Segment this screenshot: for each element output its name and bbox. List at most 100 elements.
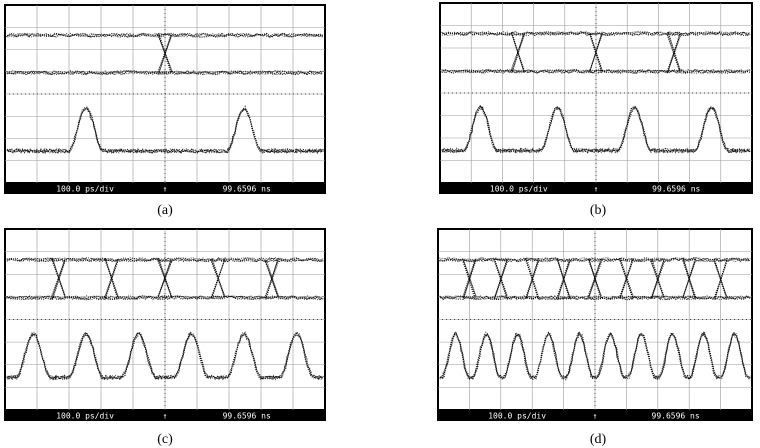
trace: [667, 35, 681, 72]
trace: [439, 295, 751, 301]
trace: [557, 259, 571, 300]
trace: [51, 260, 65, 299]
panel-label: (b): [590, 203, 607, 218]
trace: [6, 32, 324, 38]
trace: [650, 261, 665, 298]
trace: [557, 260, 571, 297]
status-bar: [4, 183, 326, 194]
scope-panel: 100.0 ps/div ↑ 99.6596 ns: [4, 4, 326, 194]
trace: [52, 260, 66, 300]
trace: [439, 331, 751, 381]
trace: [104, 257, 119, 300]
trace: [682, 260, 696, 297]
status-bar: [4, 410, 326, 421]
panel-label: (d): [590, 432, 607, 447]
trace: [557, 261, 570, 300]
trace: [439, 295, 750, 301]
scope-panel: 100.0 ps/div ↑ 99.6596 ns: [437, 228, 753, 421]
status-marker: ↑: [594, 185, 599, 194]
trace: [105, 259, 119, 299]
trace: [511, 32, 525, 72]
trace: [441, 68, 751, 75]
status-scale: 100.0 ps/div: [490, 185, 548, 194]
trace: [442, 104, 751, 154]
trace: [494, 259, 509, 299]
trace: [7, 257, 324, 263]
trace: [440, 257, 750, 263]
trace: [524, 258, 540, 300]
trace: [588, 260, 602, 297]
status-bar: [437, 410, 753, 421]
trace: [7, 32, 324, 38]
trace: [6, 105, 323, 154]
trace: [589, 33, 603, 70]
trace: [157, 260, 173, 297]
status-time: 99.6596 ns: [223, 412, 271, 421]
trace: [588, 261, 603, 296]
trace: [556, 258, 570, 299]
trace: [463, 258, 477, 299]
status-bar: [439, 183, 753, 194]
trace: [682, 258, 696, 300]
trace: [462, 260, 476, 300]
trace: [7, 331, 325, 381]
panel-label: (c): [157, 432, 173, 447]
trace: [7, 331, 323, 381]
trace: [6, 295, 323, 301]
trace: [619, 259, 634, 299]
trace: [157, 36, 172, 73]
trace: [494, 258, 509, 300]
trace: [6, 107, 324, 155]
trace: [442, 30, 751, 37]
status-marker: ↑: [163, 412, 168, 421]
trace: [7, 69, 323, 76]
trace: [7, 32, 323, 38]
trace: [493, 259, 508, 300]
trace: [6, 105, 323, 155]
status-marker: ↑: [163, 185, 168, 194]
trace: [440, 295, 750, 301]
trace: [7, 295, 324, 301]
trace: [211, 259, 226, 298]
trace: [714, 261, 728, 298]
status-time: 99.6596 ns: [652, 185, 700, 194]
trace: [650, 260, 665, 297]
status-time: 99.6596 ns: [652, 412, 700, 421]
trace: [439, 295, 751, 301]
trace: [6, 257, 324, 263]
trace: [442, 68, 750, 74]
status-scale: 100.0 ps/div: [56, 185, 114, 194]
trace: [6, 106, 324, 154]
trace: [462, 258, 476, 297]
trace: [51, 257, 66, 299]
trace: [7, 70, 324, 76]
trace: [714, 259, 728, 300]
trace: [265, 260, 278, 300]
trace: [510, 34, 525, 70]
status-time: 99.6596 ns: [223, 185, 271, 194]
trace: [525, 257, 539, 300]
trace: [667, 35, 681, 70]
trace: [441, 104, 751, 154]
trace: [462, 259, 476, 300]
trace: [441, 104, 751, 154]
trace: [666, 33, 681, 74]
trace: [556, 259, 570, 299]
trace: [211, 260, 226, 297]
scope-panel: 100.0 ps/div ↑ 99.6596 ns: [439, 2, 753, 194]
trace: [439, 257, 751, 263]
trace: [588, 260, 602, 297]
trace: [441, 68, 750, 74]
trace: [682, 257, 696, 299]
trace: [7, 257, 324, 263]
trace: [525, 259, 540, 298]
status-scale: 100.0 ps/div: [488, 412, 546, 421]
trace: [439, 257, 751, 263]
trace: [588, 32, 603, 74]
trace: [265, 257, 280, 299]
status-marker: ↑: [593, 412, 598, 421]
trace: [51, 257, 66, 299]
status-scale: 100.0 ps/div: [56, 412, 114, 421]
panel-label: (a): [157, 203, 173, 218]
